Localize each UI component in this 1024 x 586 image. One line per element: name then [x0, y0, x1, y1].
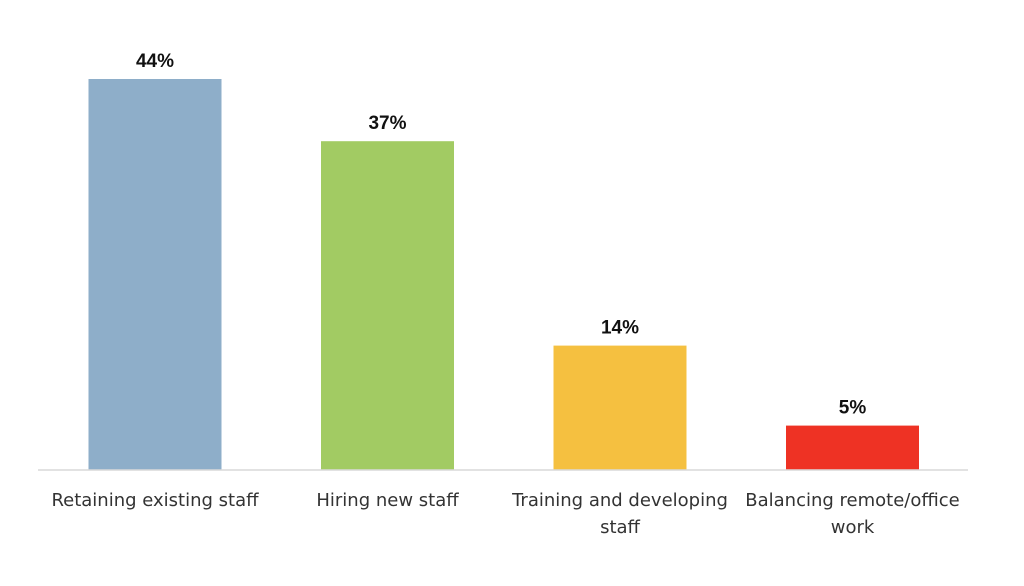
category-label-1-line-1: Retaining existing staff [51, 490, 259, 511]
category-label-3-line-1: Training and developing [511, 490, 728, 511]
category-label-2-line-1: Hiring new staff [316, 490, 459, 511]
category-label-4-line-2: work [831, 517, 875, 538]
bar-3 [553, 345, 687, 470]
value-labels-group: 44% 37% 14% 5% [136, 51, 866, 419]
category-label-3-line-2: staff [600, 517, 640, 538]
value-label-1: 44% [136, 51, 174, 72]
value-label-3: 14% [601, 318, 639, 339]
category-label-2: Hiring new staff [316, 490, 459, 511]
value-label-4: 5% [839, 398, 867, 419]
category-label-4: Balancing remote/office work [745, 490, 959, 538]
bars-group [88, 79, 919, 470]
category-label-1: Retaining existing staff [51, 490, 259, 511]
bar-1 [88, 79, 222, 470]
category-labels-group: Retaining existing staff Hiring new staff… [51, 490, 959, 538]
value-label-2: 37% [368, 113, 406, 134]
bar-4 [786, 425, 919, 470]
category-label-4-line-1: Balancing remote/office [745, 490, 959, 511]
bar-2 [321, 141, 454, 470]
category-label-3: Training and developing staff [511, 490, 728, 538]
